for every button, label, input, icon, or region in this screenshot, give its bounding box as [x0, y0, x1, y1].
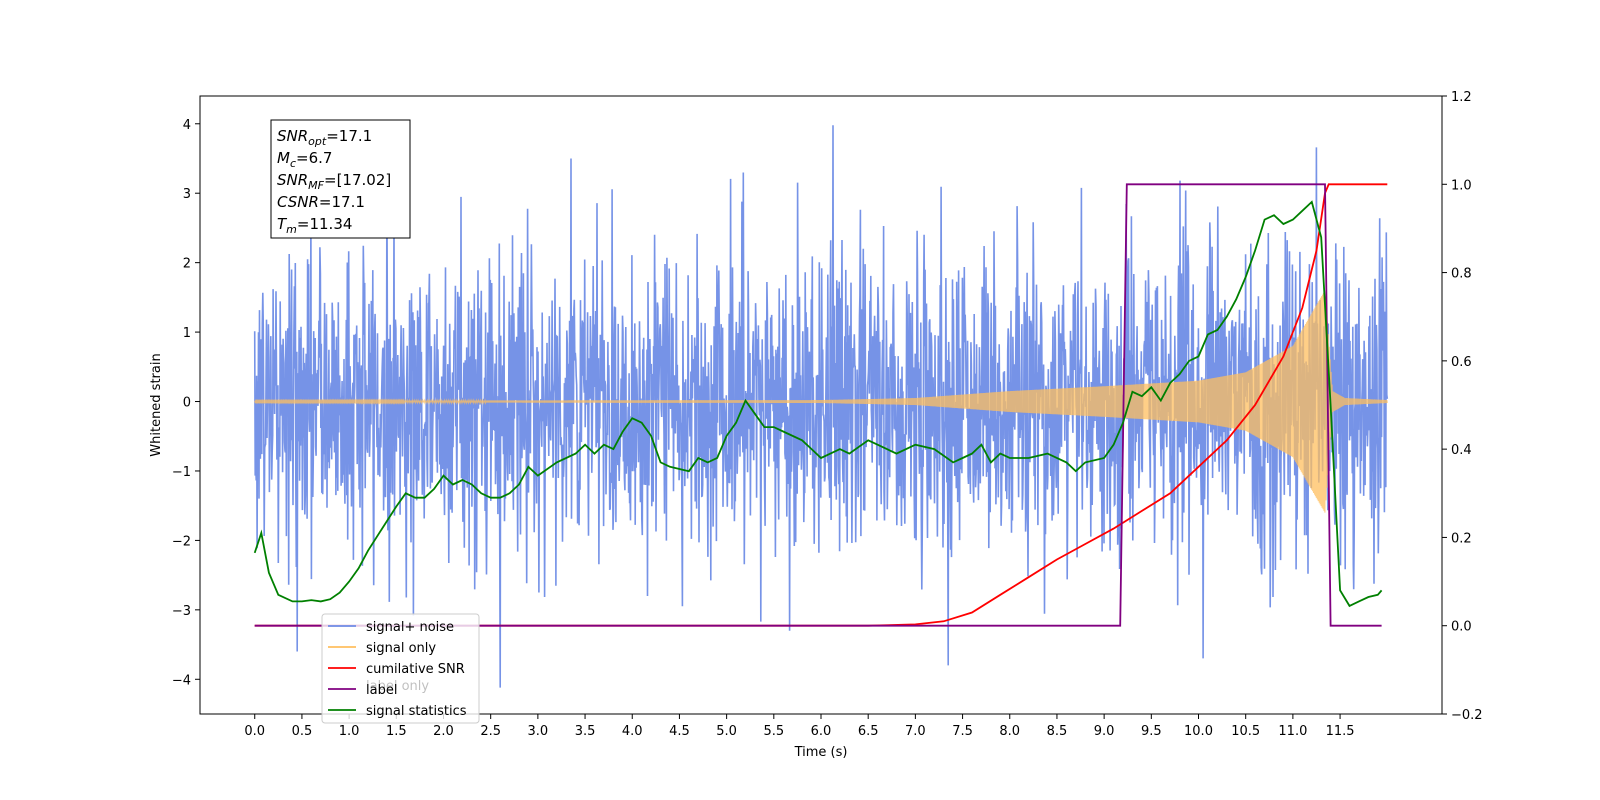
annotation-line: Mc=6.7 [277, 149, 332, 170]
x-tick-label: 7.5 [952, 724, 973, 739]
y-right-tick-label: 1.2 [1451, 90, 1472, 105]
x-tick-label: 2.0 [433, 724, 454, 739]
series-signal-only [254, 291, 1388, 513]
x-tick-label: 2.5 [480, 724, 501, 739]
x-tick-label: 1.0 [339, 724, 360, 739]
x-axis: 0.0 0.5 1.0 1.5 2.0 2.5 3.0 3.5 4.0 4.5 5.0 5.5 6.0 6… [244, 714, 1355, 739]
x-tick-label: 9.0 [1094, 724, 1115, 739]
annotation-value: =11.34 [297, 215, 353, 233]
y-axis-label: Whitened strain [149, 353, 164, 456]
series-signal-noise [253, 125, 1389, 688]
annotation-symbol: M [277, 149, 290, 167]
legend-label: signal+ noise [366, 620, 454, 635]
x-tick-label: 10.5 [1231, 724, 1260, 739]
x-tick-label: 0.5 [292, 724, 313, 739]
annotation-symbol: T [277, 215, 288, 233]
x-tick-label: 5.5 [763, 724, 784, 739]
series-label [254, 183, 1382, 627]
x-axis-label: Time (s) [794, 745, 848, 760]
annotation-subscript: m [286, 223, 297, 236]
series-cumilative-snr [254, 183, 1388, 627]
legend-label: signal only [366, 641, 436, 656]
x-tick-label: 9.5 [1141, 724, 1162, 739]
y-right-tick-label: 0.0 [1451, 620, 1472, 635]
annotation-symbol: SNR [277, 171, 308, 189]
legend: label only signal+ noise signal only cumila… [321, 613, 480, 724]
annotation-value: =6.7 [296, 149, 332, 167]
y-left-tick-label: 0 [183, 396, 191, 411]
y-right-tick-label: −0.2 [1451, 708, 1483, 723]
annotation-subscript: c [290, 157, 296, 170]
annotation-line: SNRMF=[17.02] [277, 171, 391, 192]
x-tick-label: 3.5 [575, 724, 596, 739]
y-left-tick-label: 2 [183, 257, 191, 272]
annotation-subscript: opt [308, 135, 327, 148]
x-tick-label: 7.0 [905, 724, 926, 739]
x-tick-label: 1.5 [386, 724, 407, 739]
x-tick-label: 5.0 [716, 724, 737, 739]
annotation-value: =17.1 [319, 193, 365, 211]
y-left-tick-label: 1 [183, 326, 191, 341]
y-left-tick-label: −3 [172, 604, 191, 619]
series-layer [253, 125, 1389, 688]
y-left-tick-label: 3 [183, 187, 191, 202]
annotation-subscript: MF [308, 179, 324, 192]
legend-label: cumilative SNR [366, 662, 465, 677]
annotation-box: SNRopt=17.1Mc=6.7SNRMF=[17.02]CSNR=17.1T… [270, 119, 411, 239]
x-tick-label: 4.5 [669, 724, 690, 739]
legend-label: signal statistics [366, 704, 467, 719]
legend-frame [321, 613, 480, 724]
annotation-line: CSNR=17.1 [277, 193, 365, 211]
x-tick-label: 8.5 [1047, 724, 1068, 739]
annotation-line: SNRopt=17.1 [277, 127, 372, 148]
y-left-tick-label: −1 [172, 465, 191, 480]
y-axis-left: 4 3 2 1 0 −1 −2 −3 −4 [172, 118, 200, 688]
y-right-tick-label: 0.2 [1451, 531, 1472, 546]
y-axis-right: 1.2 1.0 0.8 0.6 0.4 0.2 0.0 −0.2 [1442, 90, 1483, 723]
x-tick-label: 6.5 [858, 724, 879, 739]
x-tick-label: 3.0 [528, 724, 549, 739]
y-right-tick-label: 0.4 [1451, 443, 1472, 458]
legend-occluded-label: label only [366, 679, 429, 694]
legend-label: label [366, 683, 397, 698]
x-tick-label: 10.0 [1184, 724, 1213, 739]
x-tick-label: 6.0 [811, 724, 832, 739]
x-tick-label: 0.0 [244, 724, 265, 739]
x-tick-label: 8.0 [999, 724, 1020, 739]
annotation-frame [270, 119, 411, 239]
annotation-symbol: SNR [277, 127, 308, 145]
y-right-tick-label: 1.0 [1451, 178, 1472, 193]
annotation-symbol: CSNR [277, 193, 319, 211]
annotation-value: =17.1 [326, 127, 372, 145]
y-right-tick-label: 0.8 [1451, 267, 1472, 282]
x-tick-label: 11.0 [1278, 724, 1307, 739]
y-right-tick-label: 0.6 [1451, 355, 1472, 370]
y-left-tick-label: −4 [172, 673, 191, 688]
series-signal-statistics [253, 200, 1383, 608]
annotation-value: =[17.02] [324, 171, 391, 189]
y-left-tick-label: −2 [172, 534, 191, 549]
y-left-tick-label: 4 [183, 118, 191, 133]
x-tick-label: 4.0 [622, 724, 643, 739]
annotation-line: Tm=11.34 [277, 215, 352, 236]
x-tick-label: 11.5 [1326, 724, 1355, 739]
